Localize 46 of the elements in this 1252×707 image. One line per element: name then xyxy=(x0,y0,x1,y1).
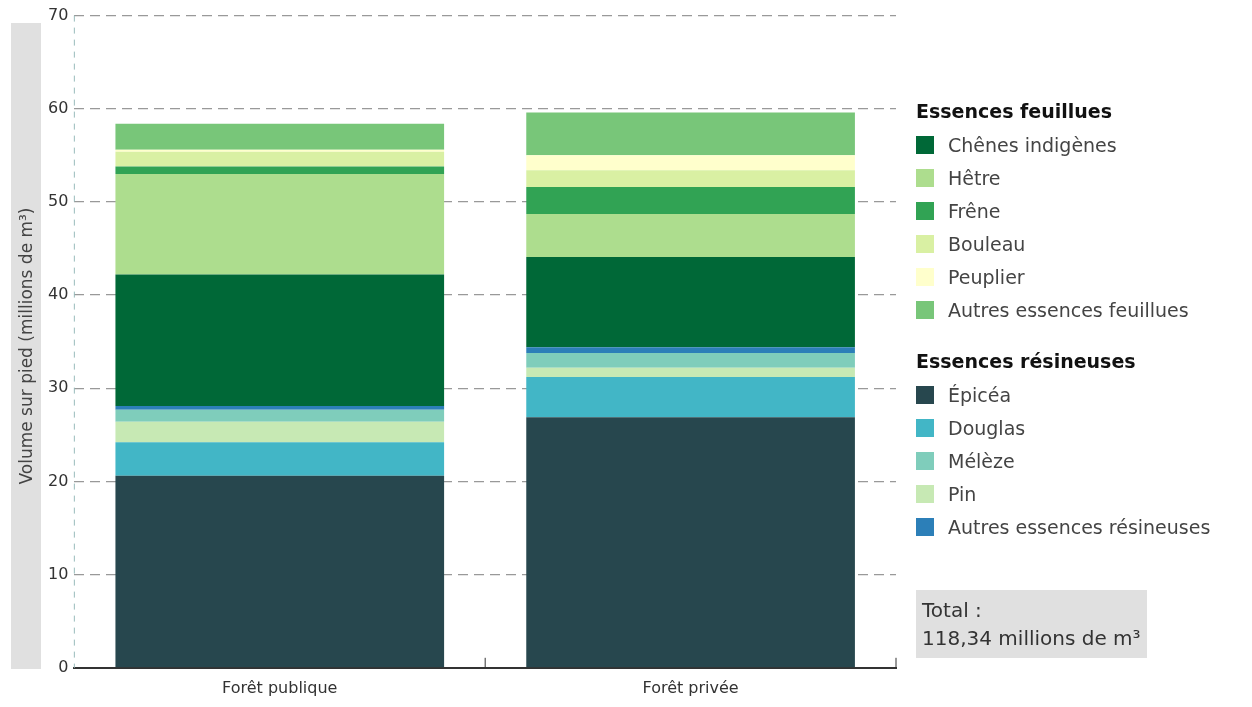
bar xyxy=(115,405,445,410)
legend-label: Bouleau xyxy=(947,231,1027,257)
bar xyxy=(526,155,855,171)
y-tick-label: 60 xyxy=(48,97,69,117)
bar xyxy=(526,112,855,156)
legend-label: Autres essences feuillues xyxy=(947,297,1190,323)
text: Total : 118,34 millions de m³ xyxy=(916,590,1147,658)
legend-label: Mélèze xyxy=(947,448,1016,474)
text: Essences feuillues xyxy=(916,100,1114,122)
bar xyxy=(115,123,445,150)
bar xyxy=(115,173,445,275)
bar xyxy=(115,475,445,668)
legend-label: Frêne xyxy=(947,198,1002,224)
y-tick-label: 20 xyxy=(48,470,69,490)
legend-label: Douglas xyxy=(947,415,1027,441)
bar xyxy=(115,151,445,167)
y-tick-label: 30 xyxy=(48,377,69,397)
bar xyxy=(526,377,855,418)
legend-label: Autres essences résineuses xyxy=(947,514,1211,540)
x-tick-label: Forêt publique xyxy=(222,677,338,697)
y-axis-title: Volume sur pied (millions de m³) xyxy=(16,207,36,485)
bar xyxy=(526,417,855,668)
y-tick-label: 10 xyxy=(48,563,69,583)
y-tick-label: 0 xyxy=(58,656,69,676)
text: Essences résineuses xyxy=(916,350,1137,372)
legend-label: Pin xyxy=(947,481,978,507)
bar xyxy=(115,421,445,443)
bar xyxy=(526,170,855,188)
bar xyxy=(526,347,855,353)
bar xyxy=(526,256,855,348)
y-tick-label: 40 xyxy=(48,284,69,304)
y-tick-label: 50 xyxy=(48,191,69,211)
bar xyxy=(115,409,445,422)
bar xyxy=(526,214,855,257)
legend-label: Chênes indigènes xyxy=(947,132,1118,158)
legend-label: Épicéa xyxy=(947,382,1013,408)
bar xyxy=(115,274,445,406)
bar xyxy=(115,442,445,476)
bar xyxy=(115,166,445,174)
x-tick-label: Forêt privée xyxy=(642,677,739,697)
bar xyxy=(526,187,855,215)
legend-label: Hêtre xyxy=(947,165,1002,191)
y-tick-label: 70 xyxy=(48,4,69,24)
bar xyxy=(526,367,855,378)
bar xyxy=(526,352,855,368)
legend-label: Peuplier xyxy=(947,264,1026,290)
